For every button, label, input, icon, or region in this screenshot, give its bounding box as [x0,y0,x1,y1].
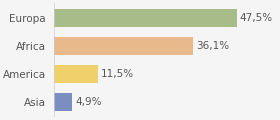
Text: 47,5%: 47,5% [240,13,273,23]
Bar [53,37,193,55]
Text: 4,9%: 4,9% [76,97,102,107]
Text: 11,5%: 11,5% [101,69,134,79]
Bar [53,93,73,111]
Bar [53,65,98,83]
Bar [53,9,237,27]
Text: 36,1%: 36,1% [196,41,229,51]
